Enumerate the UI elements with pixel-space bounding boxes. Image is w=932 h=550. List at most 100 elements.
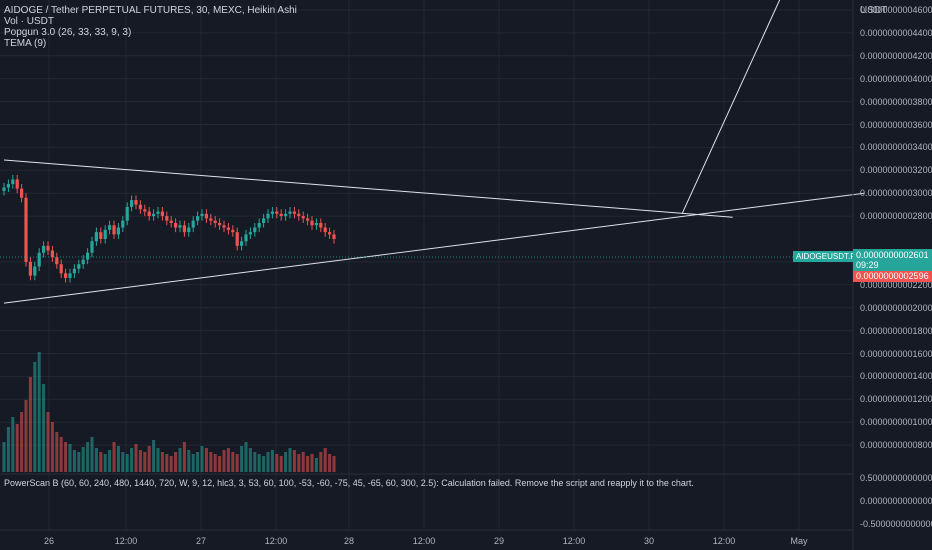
candle-body bbox=[284, 213, 288, 217]
volume-bar bbox=[59, 437, 63, 472]
symbol-title[interactable]: AIDOGE / Tether PERPETUAL FUTURES, 30, M… bbox=[4, 5, 297, 16]
volume-bar bbox=[33, 362, 37, 472]
countdown-value: 09:29 bbox=[856, 260, 879, 270]
price-tick-label: 0.0000000003400 bbox=[860, 142, 932, 153]
price-tick-label: 0.0000000003800 bbox=[860, 96, 932, 107]
grid bbox=[0, 0, 853, 530]
candle-body bbox=[143, 209, 147, 212]
candle-body bbox=[196, 216, 200, 221]
candle-body bbox=[112, 225, 116, 235]
price-axis-unit: USDT bbox=[860, 5, 888, 16]
price-tick-label: 0.0000000001800 bbox=[860, 325, 932, 336]
candle-body bbox=[235, 232, 239, 246]
volume-bar bbox=[231, 452, 235, 472]
candle-body bbox=[33, 266, 37, 276]
price-tick-label: 0.0000000003600 bbox=[860, 119, 932, 130]
volume-bar bbox=[143, 452, 147, 472]
volume-bar bbox=[328, 454, 332, 472]
time-tick-label: 12:00 bbox=[114, 536, 138, 546]
candle-body bbox=[323, 227, 327, 233]
price-tick-label: 0.0000000004400 bbox=[860, 27, 932, 38]
candle-body bbox=[81, 259, 85, 265]
candle-body bbox=[279, 213, 283, 217]
indicator-tick-label: 0.5000000000000 bbox=[860, 473, 932, 483]
candle-body bbox=[121, 220, 125, 228]
second-price-label: 0.0000000002596 bbox=[853, 271, 932, 282]
volume-bar bbox=[46, 412, 50, 472]
volume-bar bbox=[42, 384, 46, 472]
volume-bar bbox=[152, 440, 156, 472]
volume-bar bbox=[50, 422, 54, 472]
volume-bar bbox=[160, 452, 164, 472]
time-tick-label: May bbox=[790, 536, 808, 546]
candle-body bbox=[213, 220, 217, 223]
price-tick-label: 0.0000000000800 bbox=[860, 440, 932, 451]
candle-body bbox=[20, 188, 24, 198]
candle-body bbox=[257, 222, 261, 228]
time-tick-label: 28 bbox=[343, 536, 355, 546]
candle-body bbox=[64, 273, 68, 278]
time-tick-label: 30 bbox=[643, 536, 655, 546]
trendline-lower bbox=[3, 192, 865, 304]
volume-bar bbox=[209, 452, 213, 472]
volume-bar bbox=[64, 442, 68, 472]
price-tick-label: 0.0000000001000 bbox=[860, 417, 932, 428]
volume-bar bbox=[204, 448, 208, 472]
candle-body bbox=[191, 220, 195, 228]
symbol-label: AIDOGEUSDT.P bbox=[793, 251, 859, 262]
volume-bars bbox=[2, 352, 336, 472]
candle-body bbox=[288, 211, 292, 214]
candle-body bbox=[314, 222, 318, 226]
volume-bar bbox=[323, 448, 327, 472]
indicator-tick-label: -0.5000000000000 bbox=[860, 519, 932, 529]
volume-bar bbox=[262, 456, 266, 472]
time-tick-label: 12:00 bbox=[264, 536, 288, 546]
candle-body bbox=[28, 261, 32, 276]
volume-bar bbox=[81, 447, 85, 472]
volume-bar bbox=[187, 450, 191, 472]
volume-bar bbox=[103, 454, 107, 472]
volume-bar bbox=[99, 452, 103, 472]
volume-bar bbox=[226, 448, 230, 472]
price-tick-label: 0.0000000004200 bbox=[860, 50, 932, 61]
candle-body bbox=[262, 218, 266, 223]
time-tick-label: 12:00 bbox=[562, 536, 586, 546]
candle-body bbox=[125, 206, 129, 221]
volume-bar bbox=[270, 450, 274, 472]
candle-body bbox=[130, 200, 134, 207]
candle-body bbox=[59, 264, 63, 274]
candle-body bbox=[222, 225, 226, 228]
candle-body bbox=[253, 227, 257, 233]
candle-body bbox=[72, 268, 76, 274]
vol-legend[interactable]: Vol · USDT bbox=[4, 16, 55, 27]
volume-bar bbox=[314, 458, 318, 472]
volume-bar bbox=[178, 448, 182, 472]
trendline-projection bbox=[681, 0, 781, 215]
candle-body bbox=[147, 211, 151, 217]
candle-body bbox=[99, 232, 103, 239]
candle-body bbox=[94, 232, 98, 242]
volume-bar bbox=[11, 417, 15, 472]
candle-body bbox=[244, 234, 248, 242]
volume-bar bbox=[37, 352, 41, 472]
popgun-legend[interactable]: Popgun 3.0 (26, 33, 33, 9, 3) bbox=[4, 27, 132, 38]
volume-bar bbox=[121, 452, 125, 472]
volume-bar bbox=[332, 456, 336, 472]
volume-bar bbox=[72, 450, 76, 472]
volume-bar bbox=[235, 454, 239, 472]
volume-bar bbox=[138, 450, 142, 472]
volume-bar bbox=[306, 456, 310, 472]
candle-body bbox=[306, 218, 310, 221]
trendlines[interactable] bbox=[3, 0, 865, 304]
candle-body bbox=[169, 220, 173, 223]
tema-legend[interactable]: TEMA (9) bbox=[4, 38, 47, 49]
volume-bar bbox=[292, 450, 296, 472]
candle-body bbox=[103, 229, 107, 239]
time-tick-label: 29 bbox=[493, 536, 505, 546]
candle-body bbox=[37, 252, 41, 267]
candle-body bbox=[46, 245, 50, 251]
candle-body bbox=[165, 216, 169, 221]
volume-bar bbox=[165, 454, 169, 472]
volume-bar bbox=[108, 450, 112, 472]
